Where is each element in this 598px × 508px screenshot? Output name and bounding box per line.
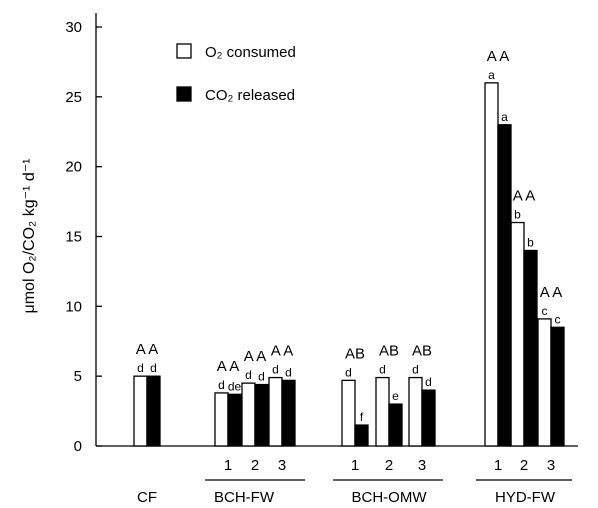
legend-label-o2: O₂ consumed: [205, 44, 296, 61]
bar-co2-released: [550, 326, 565, 447]
significance-letter-co2: d: [285, 365, 292, 379]
y-tick-label: 0: [74, 438, 82, 455]
bar-o2-consumed: [510, 221, 525, 447]
bar-o2-consumed: [484, 82, 499, 447]
category-label: 1: [224, 457, 232, 474]
significance-letter-co2: a: [501, 110, 508, 124]
group-label: BCH-OMW: [352, 489, 428, 506]
bar-o2-consumed: [214, 392, 229, 447]
bar-co2-released: [254, 383, 269, 447]
significance-letter-co2: d: [150, 361, 157, 375]
group-label: CF: [137, 489, 157, 506]
significance-letter-o2: c: [542, 304, 548, 318]
category-label: 2: [385, 457, 393, 474]
bar-o2-consumed: [408, 376, 423, 447]
group-comparison-letters: A A: [217, 358, 240, 375]
group-comparison-letters: AB: [345, 345, 365, 362]
group-comparison-letters: A A: [513, 188, 536, 205]
group-comparison-letters: AB: [379, 343, 399, 360]
bar-o2-consumed: [133, 375, 148, 447]
bar-o2-consumed: [268, 376, 283, 447]
significance-letter-o2: d: [137, 361, 144, 375]
group-label: HYD-FW: [495, 489, 556, 506]
category-label: 3: [547, 457, 555, 474]
y-tick-label: 20: [65, 159, 82, 176]
legend: O₂ consumed CO₂ released: [176, 43, 296, 104]
legend-swatch-o2: [176, 43, 192, 59]
significance-letter-o2: d: [379, 363, 386, 377]
bar-o2-consumed: [341, 379, 356, 447]
significance-letter-o2: d: [345, 365, 352, 379]
legend-label-co2: CO₂ released: [205, 87, 295, 104]
bar-o2-consumed: [375, 376, 390, 447]
bar-co2-released: [497, 124, 512, 447]
group-comparison-letters: A A: [136, 341, 159, 358]
significance-letter-co2: de: [228, 379, 242, 393]
significance-letter-co2: d: [425, 375, 432, 389]
group-comparison-letters: A A: [271, 343, 294, 360]
category-label: 2: [520, 457, 528, 474]
significance-letter-co2: d: [258, 370, 265, 384]
legend-swatch-co2: [176, 86, 192, 102]
significance-letter-o2: d: [272, 363, 279, 377]
y-tick-label: 15: [65, 229, 82, 246]
significance-letter-o2: a: [488, 68, 495, 82]
bar-o2-consumed: [537, 318, 552, 447]
group-comparison-letters: A A: [244, 348, 267, 365]
significance-letter-co2: c: [555, 312, 561, 326]
significance-letter-o2: d: [245, 368, 252, 382]
bar-co2-released: [354, 424, 369, 447]
bar-o2-consumed: [241, 382, 256, 447]
bar-co2-released: [227, 393, 242, 447]
group-comparison-letters: A A: [487, 48, 510, 65]
category-label: 2: [251, 457, 259, 474]
significance-letter-co2: e: [392, 389, 399, 403]
bar-co2-released: [421, 389, 436, 447]
significance-letter-o2: b: [514, 208, 521, 222]
axes: 0 5 10 15 20 25 30: [65, 13, 578, 455]
y-tick-label: 25: [65, 89, 82, 106]
category-label: 1: [351, 457, 359, 474]
y-tick-label: 5: [74, 368, 82, 385]
bar-co2-released: [281, 379, 296, 447]
significance-letter-o2: d: [218, 378, 225, 392]
group-comparison-letters: AB: [412, 343, 432, 360]
bar-co2-released: [146, 375, 161, 447]
y-tick-label: 10: [65, 298, 82, 315]
bar-co2-released: [523, 249, 538, 447]
y-axis-label: μmol O₂/CO₂ kg⁻¹ d⁻¹: [21, 159, 38, 314]
bar-co2-released: [388, 403, 403, 447]
category-label: 3: [418, 457, 426, 474]
significance-letter-co2: f: [360, 410, 364, 424]
significance-letter-co2: b: [527, 235, 534, 249]
group-label: BCH-FW: [214, 489, 275, 506]
group-comparison-letters: A A: [540, 284, 563, 301]
category-label: 1: [494, 457, 502, 474]
bars: [133, 82, 565, 447]
y-tick-label: 30: [65, 19, 82, 36]
category-label: 3: [278, 457, 286, 474]
significance-letter-o2: d: [412, 363, 419, 377]
